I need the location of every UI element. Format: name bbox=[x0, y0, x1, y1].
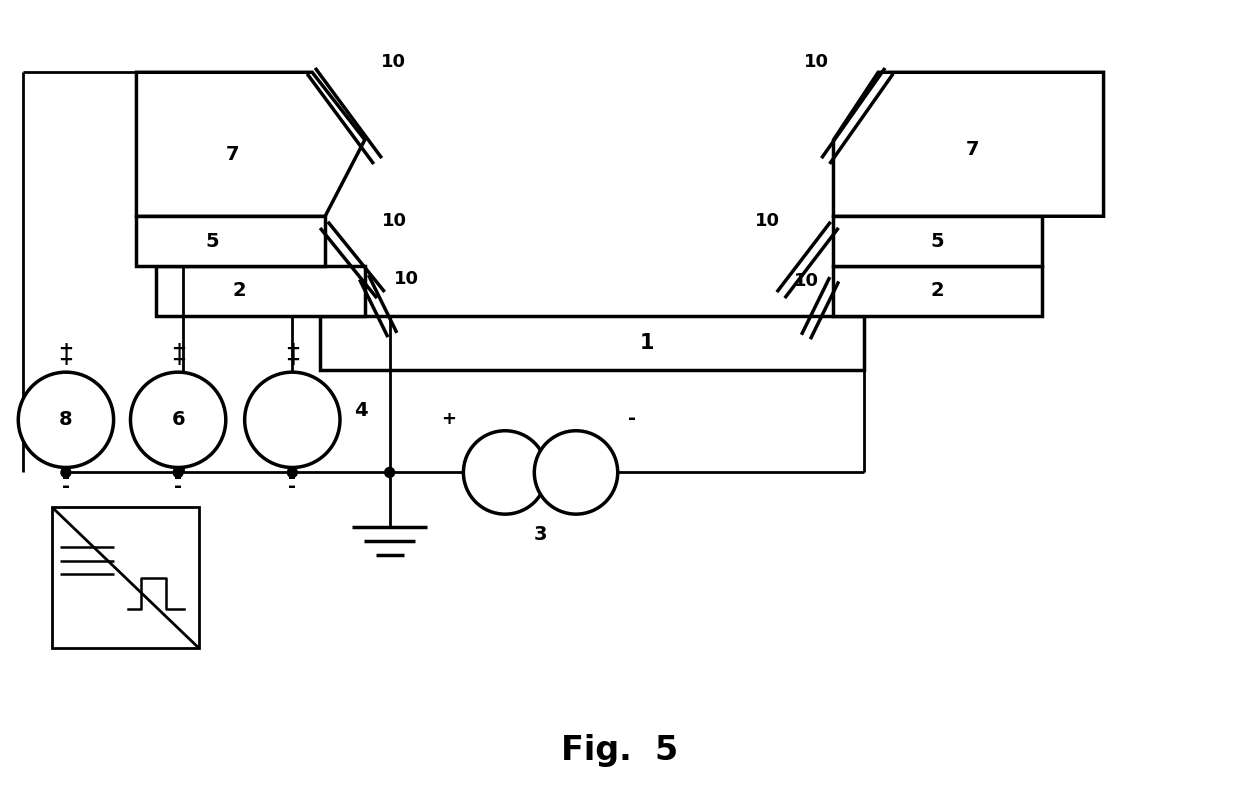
Text: +: + bbox=[441, 410, 456, 428]
Polygon shape bbox=[833, 72, 1104, 216]
Text: Fig.  5: Fig. 5 bbox=[562, 734, 678, 767]
Text: -: - bbox=[174, 478, 182, 496]
Circle shape bbox=[244, 372, 340, 467]
Circle shape bbox=[384, 467, 394, 478]
Circle shape bbox=[288, 467, 298, 478]
Text: +: + bbox=[171, 351, 186, 370]
Circle shape bbox=[130, 372, 226, 467]
Text: +: + bbox=[58, 351, 73, 370]
Text: 4: 4 bbox=[353, 401, 367, 420]
Text: 10: 10 bbox=[804, 54, 830, 72]
Text: 10: 10 bbox=[754, 212, 780, 230]
Text: 10: 10 bbox=[794, 272, 818, 290]
Circle shape bbox=[534, 431, 618, 514]
Text: 5: 5 bbox=[931, 232, 945, 251]
Bar bbox=[833, 216, 1042, 266]
Bar bbox=[156, 266, 365, 315]
Text: -: - bbox=[62, 478, 69, 496]
Bar bbox=[320, 315, 864, 370]
Bar bbox=[52, 507, 198, 649]
Text: 10: 10 bbox=[382, 212, 407, 230]
Text: 10: 10 bbox=[394, 269, 419, 288]
Circle shape bbox=[61, 467, 71, 478]
Text: -: - bbox=[629, 409, 636, 429]
Text: 7: 7 bbox=[966, 140, 980, 159]
Text: -: - bbox=[174, 468, 182, 487]
Text: +: + bbox=[285, 340, 300, 359]
Bar bbox=[136, 216, 325, 266]
Text: +: + bbox=[58, 340, 73, 359]
Polygon shape bbox=[136, 72, 365, 216]
Text: -: - bbox=[289, 468, 296, 487]
Text: -: - bbox=[289, 478, 296, 496]
Text: 3: 3 bbox=[533, 525, 547, 544]
Bar bbox=[833, 266, 1042, 315]
Text: 2: 2 bbox=[233, 281, 247, 300]
Circle shape bbox=[464, 431, 547, 514]
Text: 5: 5 bbox=[205, 232, 218, 251]
Text: 8: 8 bbox=[60, 411, 73, 429]
Text: 10: 10 bbox=[381, 54, 407, 72]
Text: +: + bbox=[171, 340, 186, 359]
Text: 1: 1 bbox=[640, 333, 653, 353]
Text: -: - bbox=[62, 468, 69, 487]
Text: 6: 6 bbox=[171, 411, 185, 429]
Text: +: + bbox=[285, 351, 300, 370]
Circle shape bbox=[174, 467, 184, 478]
Text: 2: 2 bbox=[931, 281, 945, 300]
Circle shape bbox=[464, 467, 474, 478]
Text: 7: 7 bbox=[226, 145, 239, 164]
Circle shape bbox=[19, 372, 114, 467]
